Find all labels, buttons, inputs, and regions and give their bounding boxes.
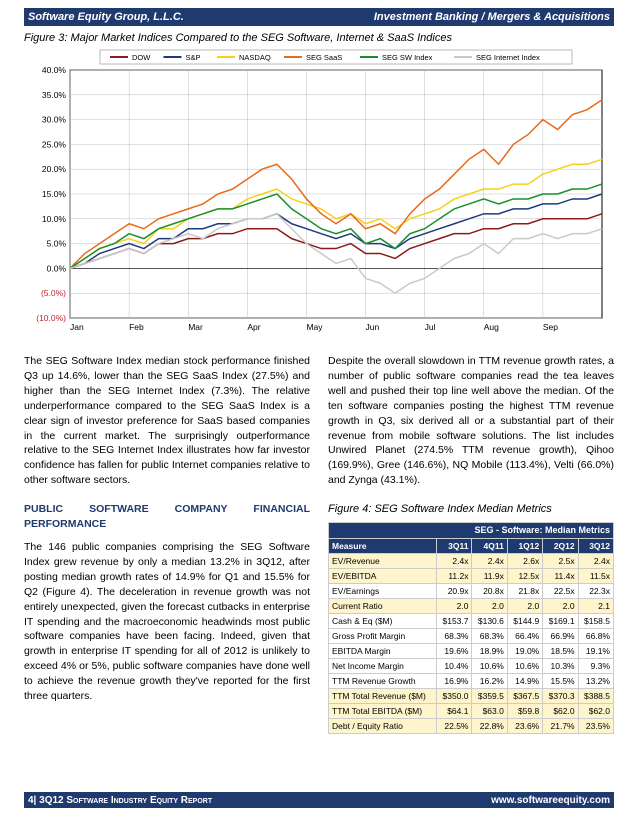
header-right: Investment Banking / Mergers & Acquisiti… bbox=[374, 11, 610, 23]
body-columns: The SEG Software Index median stock perf… bbox=[24, 354, 614, 734]
svg-text:30.0%: 30.0% bbox=[42, 115, 67, 125]
svg-text:5.0%: 5.0% bbox=[47, 239, 67, 249]
para1: The SEG Software Index median stock perf… bbox=[24, 354, 310, 488]
header-left: Software Equity Group, L.L.C. bbox=[28, 11, 184, 23]
svg-text:SEG Internet Index: SEG Internet Index bbox=[476, 53, 540, 62]
para2: The 146 public companies comprising the … bbox=[24, 540, 310, 704]
svg-text:0.0%: 0.0% bbox=[47, 263, 67, 273]
col-right: Despite the overall slowdown in TTM reve… bbox=[328, 354, 614, 734]
para3: Despite the overall slowdown in TTM reve… bbox=[328, 354, 614, 488]
header-bar: Software Equity Group, L.L.C. Investment… bbox=[24, 8, 614, 26]
fig4-table: SEG - Software: Median MetricsMeasure3Q1… bbox=[328, 522, 614, 735]
svg-text:Jun: Jun bbox=[366, 322, 380, 332]
svg-text:May: May bbox=[306, 322, 323, 332]
svg-text:S&P: S&P bbox=[186, 53, 201, 62]
svg-text:40.0%: 40.0% bbox=[42, 65, 67, 75]
svg-text:Sep: Sep bbox=[543, 322, 558, 332]
col-left: The SEG Software Index median stock perf… bbox=[24, 354, 310, 734]
fig3-caption: Figure 3: Major Market Indices Compared … bbox=[24, 32, 614, 44]
footer-bar: 4| 3Q12 Software Industry Equity Report … bbox=[24, 792, 614, 808]
svg-text:Apr: Apr bbox=[247, 322, 260, 332]
section-heading: Public Software Company Financial Perfor… bbox=[24, 502, 310, 532]
fig3-chart: (10.0%) (5.0%) 0.0% 5.0% 10.0% 15.0% 20.0% 25.0… bbox=[24, 48, 614, 338]
svg-text:NASDAQ: NASDAQ bbox=[239, 53, 271, 62]
svg-text:Aug: Aug bbox=[484, 322, 499, 332]
svg-text:10.0%: 10.0% bbox=[42, 214, 67, 224]
footer-right: www.softwareequity.com bbox=[491, 795, 610, 806]
footer-left: 4| 3Q12 Software Industry Equity Report bbox=[28, 795, 212, 806]
svg-text:Feb: Feb bbox=[129, 322, 144, 332]
svg-text:(5.0%): (5.0%) bbox=[41, 288, 66, 298]
svg-text:Jan: Jan bbox=[70, 322, 84, 332]
svg-text:DOW: DOW bbox=[132, 53, 151, 62]
svg-text:SEG SW Index: SEG SW Index bbox=[382, 53, 433, 62]
svg-text:Mar: Mar bbox=[188, 322, 203, 332]
svg-text:SEG SaaS: SEG SaaS bbox=[306, 53, 342, 62]
svg-text:(10.0%): (10.0%) bbox=[36, 313, 66, 323]
svg-text:25.0%: 25.0% bbox=[42, 139, 67, 149]
svg-text:35.0%: 35.0% bbox=[42, 90, 67, 100]
svg-text:20.0%: 20.0% bbox=[42, 164, 67, 174]
svg-text:15.0%: 15.0% bbox=[42, 189, 67, 199]
fig4-caption: Figure 4: SEG Software Index Median Metr… bbox=[328, 502, 614, 518]
svg-text:Jul: Jul bbox=[425, 322, 436, 332]
